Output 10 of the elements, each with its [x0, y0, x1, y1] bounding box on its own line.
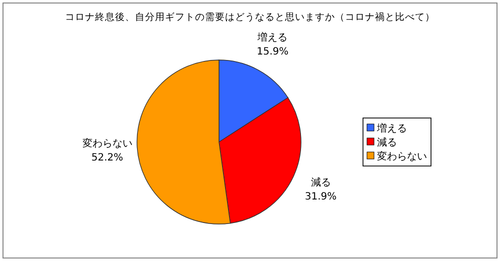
chart-title: コロナ終息後、自分用ギフトの需要はどうなると思いますか（コロナ禍と比べて）	[65, 11, 435, 23]
legend-label: 増える	[376, 122, 407, 134]
data-label: 31.9%	[304, 192, 337, 203]
data-label: 52.2%	[91, 152, 124, 164]
slice-label: 減る	[310, 176, 331, 189]
slice-label: 変わらない	[82, 138, 132, 150]
legend-label: 減る	[377, 136, 397, 148]
legend-label: 変わらない	[377, 150, 427, 162]
data-label: 15.9%	[256, 46, 289, 58]
slice-label: 増える	[256, 32, 288, 44]
